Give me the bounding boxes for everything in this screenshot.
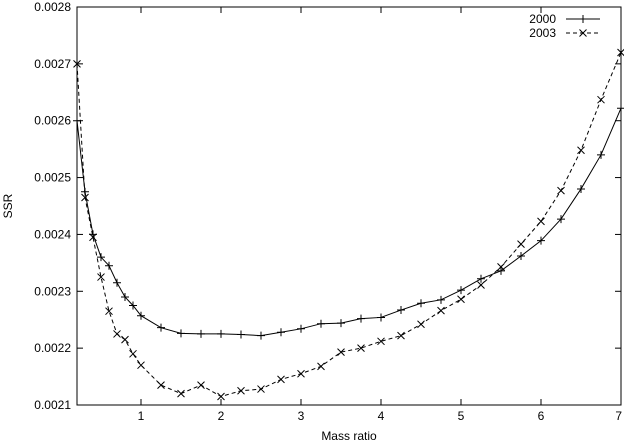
series-2000-point — [197, 329, 205, 338]
x-axis-label: Mass ratio — [321, 429, 377, 443]
series-2003-point — [377, 337, 385, 346]
series-2000-point — [129, 301, 137, 310]
x-tick-label: 7 — [615, 409, 622, 423]
series-2000 — [73, 104, 624, 340]
series-2003-point — [477, 281, 485, 289]
series-2000-point — [237, 330, 245, 339]
series-2003-point — [597, 95, 605, 104]
series-2000-point — [497, 266, 505, 275]
series-2003-point — [457, 295, 465, 304]
series-2003-point — [357, 344, 365, 352]
series-2003-point — [73, 60, 81, 68]
series-2003-point — [317, 362, 325, 371]
series-2003-point — [89, 233, 97, 242]
series-2003-point — [157, 381, 165, 389]
series-2000-point — [337, 319, 345, 328]
series-2000-point — [517, 252, 525, 261]
series-2003-point — [121, 335, 129, 344]
series-2003-point — [617, 48, 624, 57]
series-2000-point — [297, 324, 305, 333]
series-2003-point — [437, 306, 445, 315]
series-2000-line — [76, 108, 622, 337]
series-2000-point — [257, 331, 265, 340]
series-2003 — [73, 48, 624, 401]
series-2003-point — [217, 392, 225, 401]
series-2000-point — [317, 319, 325, 328]
x-tick-label: 4 — [378, 409, 385, 423]
y-tick-label: 0.0025 — [34, 171, 71, 185]
series-2000-point — [577, 184, 585, 193]
series-2003-point — [129, 349, 137, 358]
y-tick-label: 0.0028 — [34, 0, 71, 14]
series-2000-point — [105, 261, 113, 270]
series-2000-point — [277, 328, 285, 337]
series-2003-point — [177, 389, 185, 398]
x-tick-label: 5 — [458, 409, 465, 423]
y-axis-label: SSR — [1, 193, 15, 218]
series-2003-point — [297, 369, 305, 378]
series-2000-point — [537, 236, 545, 245]
y-tick-label: 0.0026 — [34, 114, 71, 128]
series-2000-point — [157, 323, 165, 332]
x-tick-label: 6 — [538, 409, 545, 423]
legend-label: 2003 — [529, 26, 556, 40]
series-2000-point — [73, 116, 81, 125]
series-2003-point — [397, 331, 405, 340]
series-2000-point — [457, 286, 465, 295]
series-2000-point — [217, 329, 225, 338]
x-tick-label: 1 — [138, 409, 145, 423]
y-tick-label: 0.0024 — [34, 227, 71, 241]
series-2000-point — [97, 253, 105, 262]
series-2003-point — [113, 330, 121, 338]
series-2003-point — [517, 240, 525, 248]
series-2003-point — [577, 146, 585, 155]
y-tick-label: 0.0021 — [34, 398, 71, 412]
series-2003-point — [81, 193, 89, 202]
legend-label: 2000 — [529, 12, 556, 26]
series-2003-point — [537, 217, 545, 226]
series-2003-point — [417, 320, 425, 329]
series-2003-point — [257, 385, 265, 393]
axes-layer: 0.0021 0.0022 0.0023 0.0024 0.0025 0.0026 0.00… — [34, 0, 622, 423]
series-2000-point — [177, 329, 185, 338]
series-2000-point — [377, 313, 385, 322]
series-2000-point — [137, 311, 145, 320]
series-2000-point — [597, 150, 605, 159]
series-2003-point — [237, 386, 245, 395]
legend-2003-point — [579, 29, 587, 37]
series-2003-line — [76, 52, 622, 398]
series-2003-point — [97, 273, 105, 281]
series-2003-point — [337, 348, 345, 356]
x-tick-label: 2 — [218, 409, 225, 423]
plot-frame — [76, 6, 622, 406]
y-tick-label: 0.0023 — [34, 284, 71, 298]
series-2000-point — [397, 306, 405, 315]
x-tick-label: 3 — [298, 409, 305, 423]
series-2000-point — [121, 292, 129, 301]
series-2000-point — [557, 215, 565, 224]
y-tick-label: 0.0022 — [34, 341, 71, 355]
series-2003-point — [497, 262, 505, 271]
series-2003-point — [557, 186, 565, 195]
legend-2000-point — [579, 15, 587, 23]
series-2003-point — [197, 381, 205, 389]
series-2003-point — [137, 361, 145, 370]
series-2000-point — [617, 104, 624, 113]
series-layer — [73, 48, 624, 401]
series-2000-point — [477, 274, 485, 283]
series-2003-point — [105, 307, 113, 316]
y-tick-label: 0.0027 — [34, 57, 71, 71]
series-2000-point — [417, 299, 425, 308]
series-2003-point — [277, 375, 285, 384]
series-2000-point — [437, 295, 445, 304]
series-2000-point — [357, 314, 365, 323]
series-2000-point — [113, 278, 121, 287]
